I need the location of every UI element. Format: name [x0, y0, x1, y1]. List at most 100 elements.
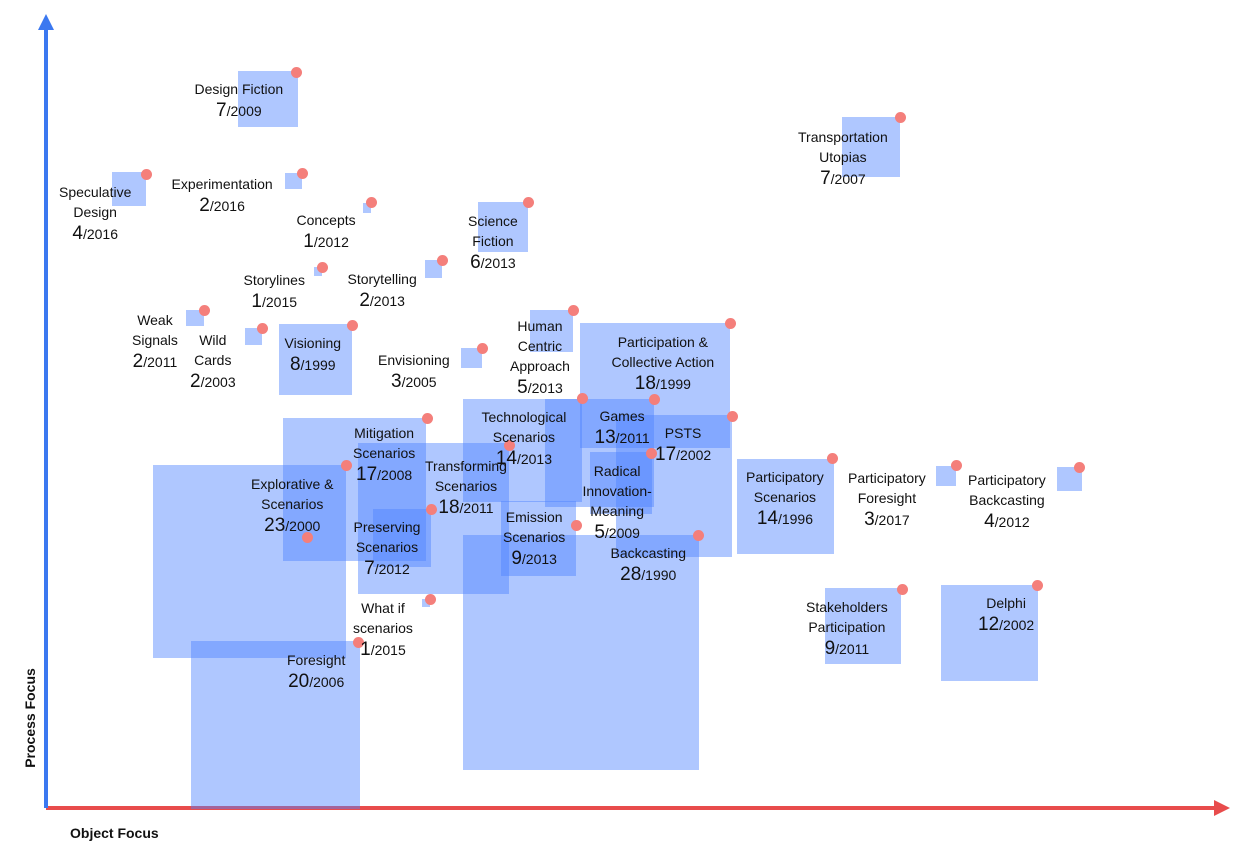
backcasting-label: Backcasting 28/1990 [611, 543, 686, 588]
y-axis-arrow-icon [38, 14, 54, 30]
method-count: 1 [303, 231, 314, 252]
method-stat: 2/2016 [172, 194, 273, 219]
human-centric-approach-dot [567, 304, 579, 316]
method-stat: 2/2003 [190, 370, 236, 395]
method-name-line: Emission [505, 509, 563, 525]
method-year: /1990 [641, 567, 677, 583]
method-name-line: Mitigation [354, 425, 415, 441]
method-name-line: Human [517, 318, 563, 334]
method-name-line: Weak [137, 312, 173, 328]
transforming-scenarios-dot [503, 439, 515, 451]
emission-scenarios-dot [570, 519, 582, 531]
delphi-box [941, 585, 1038, 681]
method-count: 17 [655, 444, 677, 465]
method-name-line: Envisioning [378, 352, 450, 368]
method-count: 14 [756, 508, 778, 529]
method-year: /2008 [377, 467, 413, 483]
foresight-dot [352, 636, 364, 648]
storylines-dot [316, 261, 328, 273]
radical-innovation-meaning-box [590, 452, 652, 514]
method-name-line: Design [73, 204, 117, 220]
what-if-scenarios-label: What if scenarios 1/2015 [353, 598, 413, 663]
backcasting-dot [692, 529, 704, 541]
method-name-line: Approach [510, 358, 570, 374]
transforming-scenarios-label: Transforming Scenarios 18/2011 [425, 456, 507, 521]
method-name-line: Fiction [472, 233, 514, 249]
method-stat: 9/2013 [503, 547, 565, 572]
method-stat: 20/2006 [287, 670, 345, 695]
transportation-utopias-box [842, 117, 900, 177]
method-year: /2006 [309, 674, 345, 690]
method-name-line: Scenarios [261, 496, 324, 512]
method-name-line: Participatory [968, 472, 1046, 488]
x-axis-title: Object Focus [70, 825, 159, 841]
stakeholders-participation-dot [896, 583, 908, 595]
method-count: 28 [620, 564, 642, 585]
technological-scenarios-label: Technological Scenarios 14/2013 [482, 407, 567, 472]
weak-signals-label: Weak Signals 2/2011 [132, 310, 178, 375]
mitigation-scenarios-label: Mitigation Scenarios 17/2008 [353, 423, 415, 488]
method-name-line: Scenarios [753, 489, 817, 505]
method-stat: 8/1999 [285, 353, 342, 378]
method-count: 13 [594, 427, 616, 448]
method-count: 2 [190, 371, 201, 392]
emission-scenarios-label: Emission Scenarios 9/2013 [503, 507, 565, 572]
method-stat: 17/2008 [353, 463, 415, 488]
method-stat: 6/2013 [468, 251, 518, 276]
method-stat: 18/1999 [612, 372, 715, 397]
method-count: 20 [288, 671, 310, 692]
method-year: /1999 [300, 357, 336, 373]
method-name-line: Meaning [590, 503, 644, 519]
participatory-scenarios-box [737, 459, 834, 554]
method-stat: 2/2011 [132, 350, 178, 375]
wild-cards-label: Wild Cards 2/2003 [190, 330, 236, 395]
envisioning-dot [476, 342, 488, 354]
method-year: /2002 [999, 617, 1035, 633]
method-name-line: Stakeholders [806, 599, 888, 615]
method-count: 5 [517, 377, 528, 398]
method-name-line: Visioning [284, 335, 342, 351]
method-count: 7 [364, 558, 375, 579]
method-name-line: scenarios [353, 620, 413, 636]
method-stat: 28/1990 [611, 563, 686, 588]
method-stat: 1/2015 [353, 638, 413, 663]
method-name-line: Wild [199, 332, 227, 348]
method-name-line: Scenarios [492, 429, 556, 445]
method-name-line: Technological [481, 409, 567, 425]
explorative-scenarios-label: Explorative & Scenarios 23/2000 [251, 474, 333, 539]
method-stat: 7/2009 [195, 99, 284, 124]
method-name-line: Backcasting [969, 492, 1045, 508]
technological-scenarios-dot [576, 392, 588, 404]
method-count: 4 [984, 511, 995, 532]
participatory-backcasting-dot [1073, 461, 1085, 473]
preserving-scenarios-box [373, 509, 431, 567]
method-name-line: Cards [194, 352, 232, 368]
method-count: 9 [511, 548, 522, 569]
method-stat: 2/2013 [348, 289, 417, 314]
method-stat: 5/2013 [510, 376, 570, 401]
method-count: 7 [216, 100, 227, 121]
method-stat: 14/1996 [746, 507, 824, 532]
y-axis-title: Process Focus [21, 668, 38, 768]
method-stat: 9/2011 [806, 637, 888, 662]
method-name-line: PSTS [664, 425, 702, 441]
method-name-line: Storytelling [347, 271, 417, 287]
method-name-line: Collective Action [611, 354, 715, 370]
method-name-line: Explorative & [251, 476, 334, 492]
method-year: /2012 [374, 561, 410, 577]
foresight-label: Foresight 20/2006 [287, 650, 345, 695]
method-year: /2016 [82, 226, 118, 242]
method-name-line: Scenarios [503, 529, 566, 545]
weak-signals-dot [198, 304, 210, 316]
human-centric-approach-box [530, 310, 573, 352]
method-stat: 1/2012 [297, 230, 356, 255]
participation-collective-action-label: Participation & Collective Action 18/1999 [612, 332, 715, 397]
method-year: /2013 [527, 380, 563, 396]
method-stat: 7/2007 [798, 167, 888, 192]
visioning-label: Visioning 8/1999 [285, 333, 342, 378]
participation-collective-action-dot [724, 317, 736, 329]
method-year: /2011 [615, 430, 650, 446]
method-year: /2011 [835, 641, 870, 657]
games-dot [648, 393, 660, 405]
